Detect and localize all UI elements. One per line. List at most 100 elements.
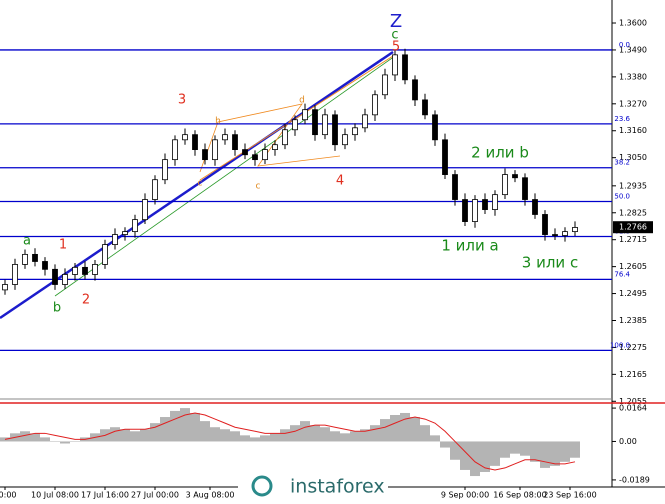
wave-label: 1	[59, 238, 67, 253]
watermark-text: instaforex	[290, 476, 385, 498]
y-tick-label: 1.2715	[619, 235, 647, 244]
osc-bar	[340, 433, 350, 442]
candle-body	[482, 199, 488, 210]
wave-label: 4	[336, 174, 344, 189]
candle-body	[302, 109, 308, 121]
y-tick-label: 1.3270	[619, 99, 647, 108]
osc-bar	[300, 421, 310, 442]
y-tick-label: 1.2165	[619, 370, 647, 379]
osc-bar	[60, 441, 70, 444]
y-tick-label: 1.2275	[619, 343, 647, 352]
candle-body	[12, 264, 18, 285]
osc-bar	[330, 431, 340, 442]
candle-body	[62, 274, 68, 285]
candle-body	[232, 134, 238, 150]
candle-body	[402, 54, 408, 81]
wave-label: h	[215, 117, 221, 127]
osc-bar	[560, 441, 570, 462]
x-tick-label: 16 Sep 08:00	[493, 491, 546, 500]
candle-body	[452, 174, 458, 200]
watermark-logo	[251, 475, 273, 497]
osc-bar	[360, 429, 370, 442]
candle-body	[92, 264, 98, 275]
last-price-label: 1.2766	[619, 223, 647, 232]
osc-bar	[70, 441, 80, 442]
wave-label: 5	[392, 40, 400, 55]
candle-body	[462, 199, 468, 222]
candle-body	[442, 139, 448, 175]
candle-body	[262, 149, 268, 161]
level-label: 0.0	[619, 41, 630, 49]
wave-label: 2	[82, 293, 90, 308]
osc-bar	[460, 441, 470, 470]
osc-bar	[410, 417, 420, 442]
wave-label: 3	[178, 93, 186, 108]
candle-body	[162, 159, 168, 181]
osc-bar	[550, 441, 560, 466]
x-tick-label: 3 Aug 08:00	[186, 491, 235, 500]
wave-label: a	[23, 234, 31, 249]
candle-body	[282, 129, 288, 146]
wave-label: 2 или b	[471, 144, 529, 162]
osc-bar	[400, 412, 410, 442]
osc-bar	[480, 441, 490, 472]
osc-bar	[490, 441, 500, 466]
y-tick-label: 1.2055	[619, 397, 647, 406]
candle-body	[342, 134, 348, 146]
wave-label: c	[391, 28, 398, 43]
candle-body	[142, 199, 148, 221]
wave-label: c	[256, 182, 261, 192]
candle-body	[212, 139, 218, 161]
candle-body	[382, 74, 388, 96]
osc-bar	[280, 429, 290, 442]
candle-body	[492, 194, 498, 210]
candle-body	[82, 266, 88, 275]
osc-bar	[120, 429, 130, 442]
level-label: 38.2	[614, 159, 630, 167]
level-label: 100.0	[610, 341, 630, 349]
osc-bar	[170, 410, 180, 442]
y-tick-label: 1.3490	[619, 45, 647, 54]
wave-label: 3 или c	[522, 254, 578, 272]
candle-body	[362, 114, 368, 129]
osc-bar	[380, 419, 390, 442]
candle-body	[552, 234, 558, 236]
candle-body	[182, 134, 188, 141]
candle-body	[352, 127, 358, 136]
osc-bar	[470, 441, 480, 477]
osc-bar	[250, 437, 260, 442]
wave-label: Z	[390, 11, 402, 32]
osc-bar	[210, 427, 220, 442]
osc-bar	[20, 431, 30, 442]
candle-body	[172, 139, 178, 161]
osc-bar	[30, 433, 40, 442]
osc-bar	[150, 423, 160, 442]
osc-bar	[160, 417, 170, 442]
osc-bar	[230, 431, 240, 442]
x-tick-label: 27 Jul 00:00	[131, 491, 179, 500]
candle-body	[152, 179, 158, 200]
candle-body	[412, 79, 418, 101]
osc-bar	[570, 441, 580, 458]
osc-bar	[500, 441, 510, 458]
candle-body	[192, 134, 198, 150]
candle-body	[312, 109, 318, 136]
osc-bar	[290, 425, 300, 442]
candle-body	[512, 174, 518, 179]
osc-bar	[420, 425, 430, 442]
candle-body	[72, 266, 78, 275]
candle-body	[52, 268, 58, 285]
osc-bar	[40, 437, 50, 442]
candle-body	[252, 154, 258, 161]
osc-bar	[320, 427, 330, 442]
wave-label: c	[198, 179, 203, 189]
wave-label: b	[53, 301, 61, 316]
candle-body	[242, 149, 248, 156]
candle-body	[22, 253, 28, 265]
candle-body	[432, 114, 438, 141]
wave-label: 1 или a	[441, 237, 498, 255]
candle-body	[32, 253, 38, 262]
y-tick-label: 1.2605	[619, 262, 647, 271]
y-tick-label: -0.0189	[619, 475, 650, 484]
osc-bar	[390, 415, 400, 442]
